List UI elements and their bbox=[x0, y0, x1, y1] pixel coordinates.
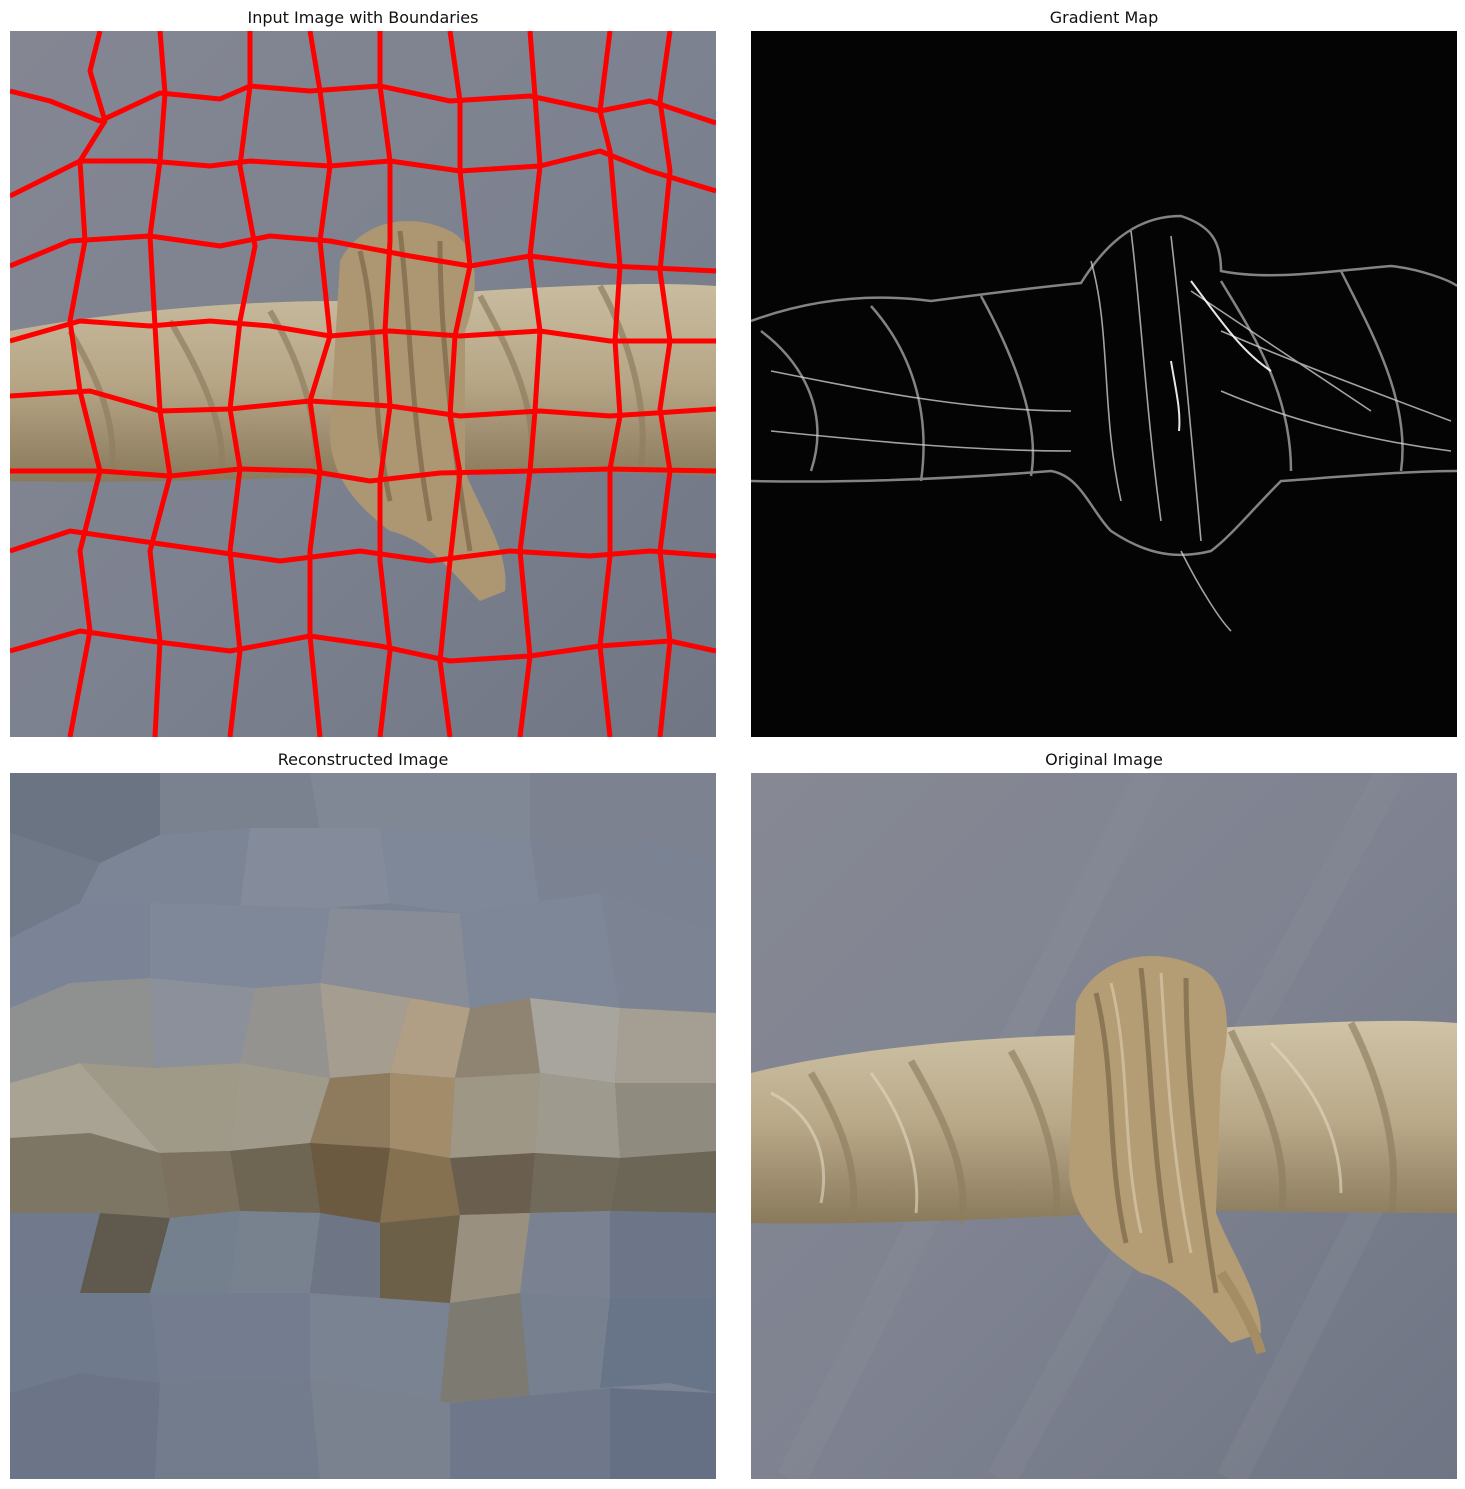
reconstructed-image bbox=[10, 773, 716, 1479]
panel-title-gradient: Gradient Map bbox=[1049, 8, 1159, 27]
gradient-map-image bbox=[751, 31, 1457, 737]
boundaries-image bbox=[10, 31, 716, 737]
panel-title-reconstructed: Reconstructed Image bbox=[277, 750, 449, 769]
panel-title-boundaries: Input Image with Boundaries bbox=[247, 8, 479, 27]
panel-title-original: Original Image bbox=[1045, 750, 1163, 769]
original-image bbox=[751, 773, 1457, 1479]
